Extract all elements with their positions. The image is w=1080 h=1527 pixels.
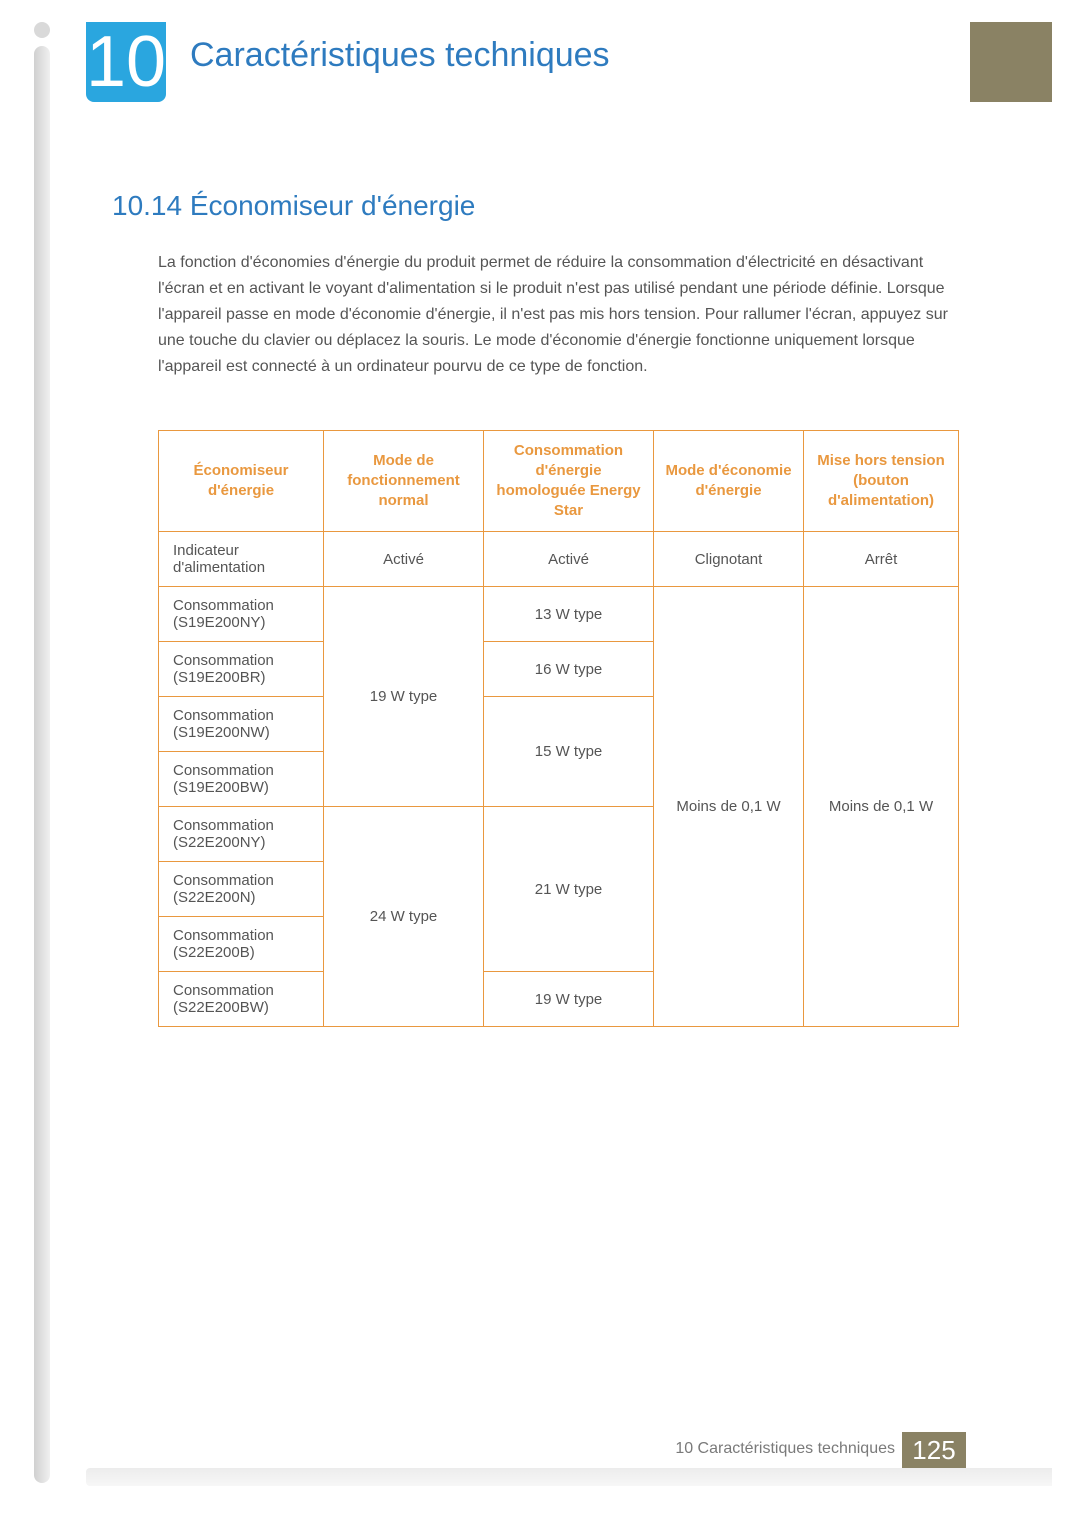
- table-row: Consommation (S19E200NY) 19 W type 13 W …: [159, 587, 959, 642]
- cell-model-label: Consommation (S22E200B): [159, 917, 324, 972]
- col-header-energystar: Consommation d'énergie homologuée Energy…: [484, 431, 654, 532]
- cell-model-label: Consommation (S19E200NY): [159, 587, 324, 642]
- cell-normal-group2: 24 W type: [324, 807, 484, 1027]
- col-header-normal: Mode de fonctionnement normal: [324, 431, 484, 532]
- energy-saver-table: Économiseur d'énergie Mode de fonctionne…: [158, 430, 959, 1027]
- cell-model-label: Consommation (S19E200BR): [159, 642, 324, 697]
- cell-model-label: Consommation (S22E200N): [159, 862, 324, 917]
- section-title: 10.14 Économiseur d'énergie: [112, 190, 475, 222]
- table-row: Indicateur d'alimentation Activé Activé …: [159, 532, 959, 587]
- chapter-number-badge: 10: [86, 22, 166, 102]
- sidebar-dot: [34, 22, 50, 38]
- cell-estar-merged: 21 W type: [484, 807, 654, 972]
- cell-indicator-off: Arrêt: [804, 532, 959, 587]
- footer-bar: [86, 1468, 1052, 1486]
- cell-model-label: Consommation (S19E200NW): [159, 697, 324, 752]
- section-intro-paragraph: La fonction d'économies d'énergie du pro…: [158, 250, 958, 380]
- cell-estar: 13 W type: [484, 587, 654, 642]
- col-header-economiseur: Économiseur d'énergie: [159, 431, 324, 532]
- cell-off-all: Moins de 0,1 W: [804, 587, 959, 1027]
- chapter-title: Caractéristiques techniques: [190, 36, 610, 75]
- cell-estar: 16 W type: [484, 642, 654, 697]
- footer-chapter-text: 10 Caractéristiques techniques: [600, 1440, 895, 1458]
- cell-estar: 19 W type: [484, 972, 654, 1027]
- page-number: 125: [902, 1432, 966, 1468]
- cell-estar-merged: 15 W type: [484, 697, 654, 807]
- col-header-eco: Mode d'économie d'énergie: [654, 431, 804, 532]
- cell-indicator-estar: Activé: [484, 532, 654, 587]
- cell-eco-all: Moins de 0,1 W: [654, 587, 804, 1027]
- cell-model-label: Consommation (S19E200BW): [159, 752, 324, 807]
- cell-indicator-eco: Clignotant: [654, 532, 804, 587]
- col-header-off: Mise hors tension (bouton d'alimentation…: [804, 431, 959, 532]
- cell-indicator-normal: Activé: [324, 532, 484, 587]
- cell-model-label: Consommation (S22E200BW): [159, 972, 324, 1027]
- header-accent-block: [970, 22, 1052, 102]
- cell-normal-group1: 19 W type: [324, 587, 484, 807]
- table-header-row: Économiseur d'énergie Mode de fonctionne…: [159, 431, 959, 532]
- cell-indicator-label: Indicateur d'alimentation: [159, 532, 324, 587]
- sidebar-bar: [34, 46, 50, 1483]
- cell-model-label: Consommation (S22E200NY): [159, 807, 324, 862]
